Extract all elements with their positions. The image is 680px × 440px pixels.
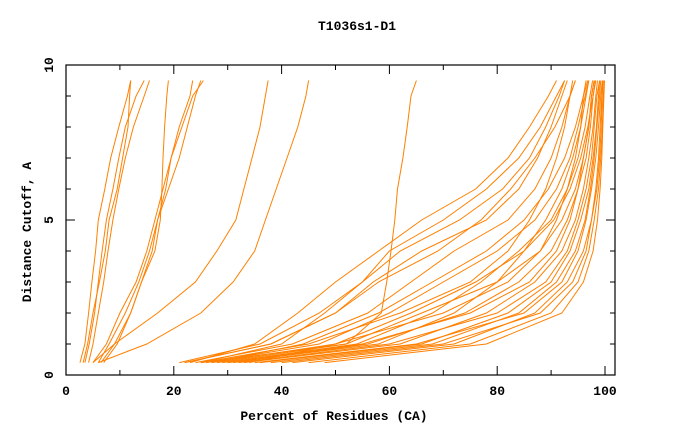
x-tick-label: 0: [62, 384, 70, 399]
series-line-11: [200, 80, 417, 364]
x-tick-label: 60: [382, 384, 398, 399]
series-lines: [79, 80, 605, 364]
series-line-1: [79, 80, 132, 363]
x-tick-label: 20: [166, 384, 182, 399]
x-axis-label: Percent of Residues (CA): [240, 409, 427, 424]
series-line-24: [189, 80, 557, 364]
series-line-19: [216, 80, 595, 364]
series-line-3: [88, 80, 150, 363]
series-line-29: [222, 80, 594, 364]
axis-ticks: [65, 64, 615, 376]
series-line-36: [211, 80, 589, 364]
series-line-7: [100, 80, 169, 363]
series-line-28: [292, 80, 604, 364]
series-line-6: [92, 80, 204, 363]
series-line-25: [227, 80, 590, 364]
x-tick-label: 80: [489, 384, 505, 399]
series-line-13: [211, 80, 587, 364]
series-line-10: [98, 80, 310, 364]
series-line-20: [206, 80, 590, 364]
series-line-33: [259, 80, 601, 364]
series-line-31: [184, 80, 576, 364]
series-line-12: [200, 80, 574, 364]
series-line-34: [324, 80, 605, 364]
series-line-16: [254, 80, 603, 364]
series-line-26: [243, 80, 598, 364]
chart-title: T1036s1-D1: [318, 19, 396, 34]
series-line-4: [82, 80, 132, 363]
y-tick-label: 5: [42, 216, 57, 224]
series-line-27: [270, 80, 602, 364]
series-line-32: [233, 80, 596, 364]
y-axis-label: Distance Cutoff, A: [20, 162, 35, 303]
series-line-15: [238, 80, 601, 364]
series-line-23: [200, 80, 566, 364]
y-tick-label: 0: [42, 371, 57, 379]
y-tick-label: 10: [42, 57, 57, 73]
series-line-22: [184, 80, 568, 364]
y-tick-labels: 0 5 10: [42, 57, 57, 379]
series-line-35: [249, 80, 597, 364]
series-line-30: [179, 80, 566, 364]
series-line-14: [227, 80, 595, 364]
series-line-8: [103, 80, 202, 363]
series-line-21: [195, 80, 576, 364]
x-tick-label: 40: [274, 384, 290, 399]
x-tick-label: 100: [593, 384, 617, 399]
x-tick-labels: 0 20 40 60 80 100: [62, 384, 617, 399]
series-line-9: [92, 80, 269, 363]
